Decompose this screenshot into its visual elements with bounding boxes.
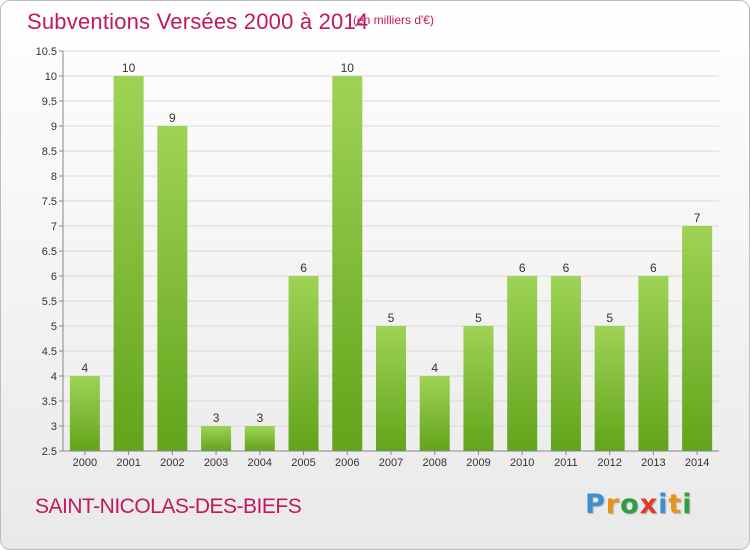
x-tick-label: 2013: [641, 457, 665, 469]
y-tick-label: 2.5: [42, 446, 57, 458]
logo-letter: P: [585, 489, 606, 520]
y-tick-label: 10: [45, 71, 57, 83]
value-label: 4: [431, 361, 438, 375]
logo-letter: r: [605, 489, 621, 520]
bar-2007: [376, 326, 406, 451]
y-tick-label: 10.5: [36, 46, 57, 58]
logo-letter: t: [668, 489, 683, 520]
axes: 2.5 3 3.5 4 4.5 5 5.5 6 6.5 7 7.5 8 8.5 9 9.5 10 10.5 200…: [36, 46, 719, 469]
x-tick-label: 2010: [510, 457, 534, 469]
value-label: 7: [694, 211, 701, 225]
y-tick-label: 5.5: [42, 296, 57, 308]
bar-2008: [419, 376, 450, 451]
value-label: 5: [475, 311, 482, 325]
y-tick-label: 5: [51, 321, 57, 333]
bar-2002: [157, 126, 188, 451]
labels: 4 10 9 3 3 6 10 5 4 5 6 6 5 6 7: [82, 61, 701, 425]
y-tick-label: 7.5: [42, 196, 57, 208]
y-tick-label: 9.5: [42, 96, 57, 108]
x-tick-label: 2002: [160, 457, 184, 469]
value-label: 4: [82, 361, 89, 375]
x-tick-label: 2000: [73, 457, 97, 469]
value-label: 5: [606, 311, 613, 325]
y-tick-label: 4.5: [42, 346, 57, 358]
bar-2000: [69, 376, 100, 451]
value-label: 9: [169, 111, 176, 125]
x-tick-label: 2012: [597, 457, 621, 469]
bar-2012: [594, 326, 625, 451]
bar-2001: [113, 76, 144, 451]
logo-letter: i: [658, 489, 669, 520]
bar-2011: [550, 276, 581, 451]
bar-2004: [244, 426, 275, 451]
y-tick-label: 9: [51, 121, 57, 133]
proxiti-logo: Proxiti: [585, 489, 693, 520]
y-tick-label: 7: [51, 221, 57, 233]
value-label: 10: [341, 61, 355, 75]
bar-2005: [288, 276, 319, 451]
y-tick-label: 8.5: [42, 146, 57, 158]
x-tick-label: 2011: [554, 457, 578, 469]
value-label: 6: [300, 261, 307, 275]
y-tick-label: 4: [51, 371, 57, 383]
bar-2013: [638, 276, 669, 451]
bar-2009: [463, 326, 494, 451]
chart-subtitle: (en milliers d'€): [353, 13, 434, 27]
value-label: 3: [256, 411, 263, 425]
x-tick-label: 2014: [685, 457, 709, 469]
logo-letter: i: [682, 489, 693, 520]
commune-name: SAINT-NICOLAS-DES-BIEFS: [35, 495, 302, 518]
logo-letter: o: [620, 489, 640, 520]
bar-2003: [201, 426, 232, 451]
bar-2006: [332, 76, 363, 451]
x-tick-label: 2009: [466, 457, 490, 469]
value-label: 6: [563, 261, 570, 275]
y-tick-label: 6.5: [42, 246, 57, 258]
y-tick-label: 6: [51, 271, 57, 283]
y-tick-label: 8: [51, 171, 57, 183]
value-label: 10: [122, 61, 136, 75]
chart-title: Subventions Versées 2000 à 2014: [27, 9, 369, 34]
x-tick-label: 2003: [204, 457, 228, 469]
x-tick-label: 2008: [422, 457, 446, 469]
value-label: 3: [213, 411, 220, 425]
x-tick-label: 2007: [379, 457, 403, 469]
x-tick-label: 2001: [116, 457, 140, 469]
bars: [69, 76, 713, 451]
y-tick-label: 3.5: [42, 396, 57, 408]
y-tick-label: 3: [51, 421, 57, 433]
value-label: 5: [388, 311, 395, 325]
bar-2014: [682, 226, 713, 451]
value-label: 6: [519, 261, 526, 275]
value-label: 6: [650, 261, 657, 275]
x-tick-label: 2004: [248, 457, 272, 469]
x-tick-label: 2005: [291, 457, 315, 469]
bar-2010: [507, 276, 538, 451]
x-tick-label: 2006: [335, 457, 359, 469]
logo-letter: x: [639, 489, 659, 520]
